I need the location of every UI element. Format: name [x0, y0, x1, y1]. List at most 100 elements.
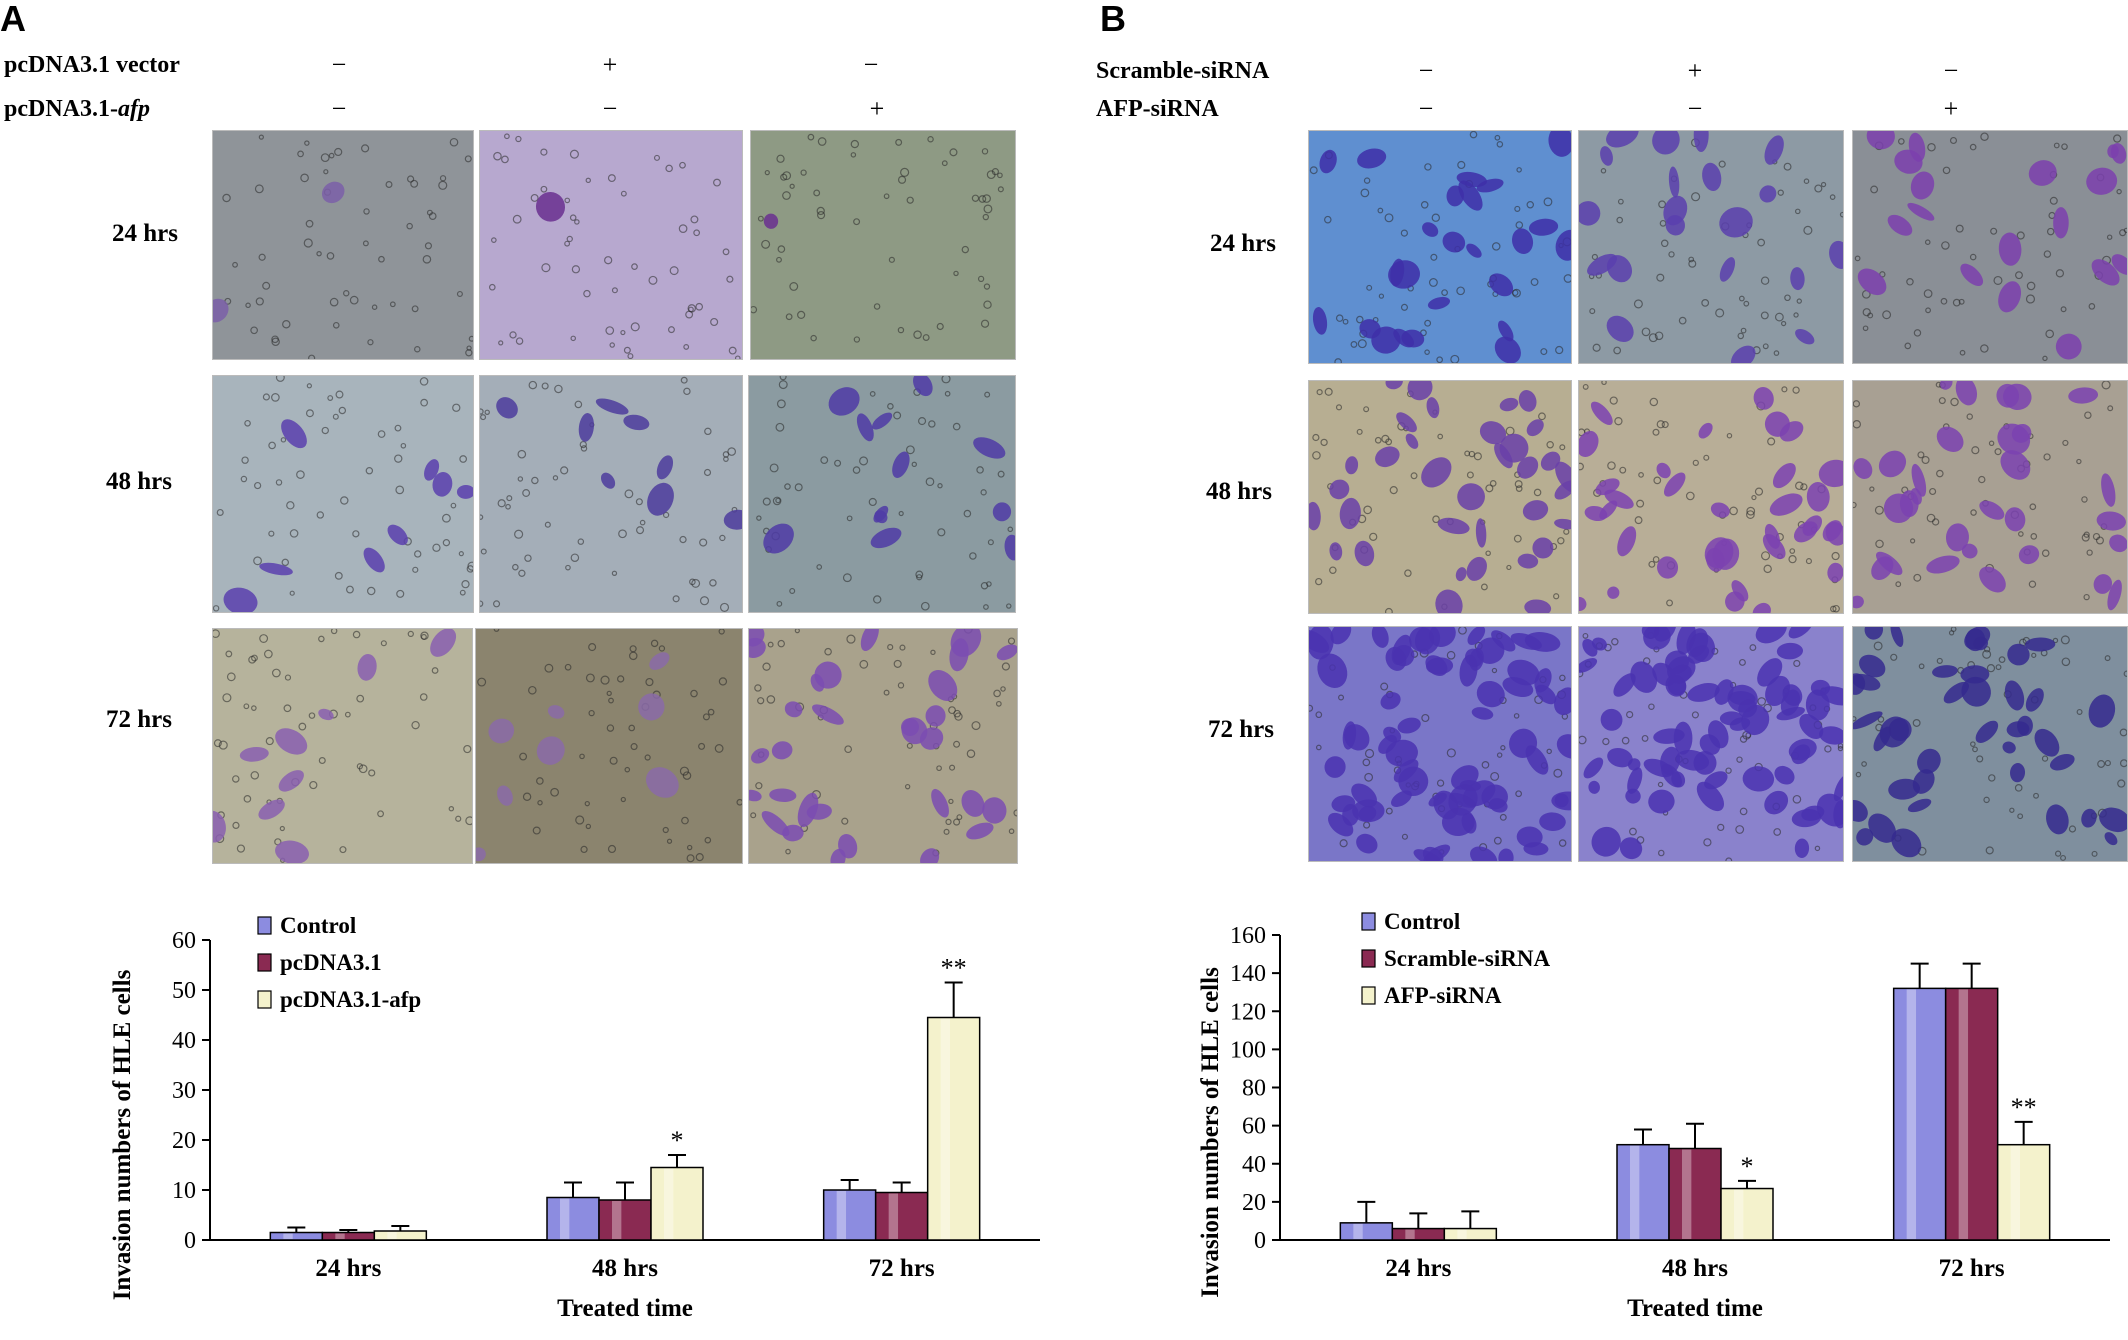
micrograph-image [1579, 131, 1843, 363]
micrograph [750, 130, 1016, 360]
bar [1391, 1227, 1446, 1241]
y-tick-label: 50 [172, 978, 196, 1004]
y-tick-label: 40 [1242, 1152, 1266, 1178]
micrograph [1852, 130, 2128, 364]
micrograph-image [480, 376, 742, 612]
micrograph [1852, 380, 2128, 614]
sign: + [602, 50, 618, 79]
legend-label: pcDNA3.1-afp [280, 987, 421, 1012]
significance-mark: * [671, 1126, 684, 1155]
micrograph [475, 628, 743, 864]
panel-letter: B [1100, 0, 1126, 39]
sign: + [869, 94, 885, 123]
legend-swatch [1361, 949, 1376, 968]
bar [1944, 987, 1999, 1241]
row-label-72: 72 hrs [1208, 716, 1274, 743]
micrograph [479, 375, 743, 613]
bar-highlight [1906, 989, 1917, 1239]
micrograph [1308, 130, 1572, 364]
y-tick-label: 0 [1254, 1228, 1266, 1254]
y-tick-label: 60 [1242, 1114, 1266, 1140]
sign: − [331, 94, 347, 123]
bar-highlight [1734, 1189, 1744, 1239]
bar-highlight [1353, 1223, 1363, 1239]
bar [650, 1166, 704, 1241]
panel-a: A pcDNA3.1 vector pcDNA3.1-afp − + − − −… [0, 0, 1060, 1337]
bar [1339, 1222, 1394, 1241]
micrograph [1308, 380, 1572, 614]
bar-highlight [888, 1193, 899, 1239]
legend-swatch [257, 916, 272, 935]
bar-highlight [940, 1018, 951, 1239]
legend-label: Control [280, 913, 356, 938]
condition-label-afp-sirna: AFP-siRNA [1096, 96, 1219, 122]
micrograph-image [1579, 627, 1843, 861]
y-tick-label: 160 [1230, 923, 1266, 949]
bar [1668, 1147, 1722, 1241]
condition-label-afp: pcDNA3.1-afp [4, 96, 150, 122]
legend-label: pcDNA3.1 [280, 950, 382, 975]
bar-highlight [1682, 1149, 1692, 1239]
legend-label: Control [1384, 909, 1460, 934]
y-tick-label: 60 [172, 928, 196, 954]
micrograph-image [213, 629, 472, 863]
y-tick-label: 10 [172, 1178, 196, 1204]
sign: − [602, 94, 618, 123]
legend-label: AFP-siRNA [1384, 983, 1502, 1008]
y-tick-label: 20 [1242, 1190, 1266, 1216]
sign: − [1418, 56, 1434, 85]
micrograph [1852, 626, 2128, 862]
bar [1720, 1187, 1774, 1241]
micrograph-image [480, 131, 742, 359]
y-tick-label: 120 [1230, 999, 1266, 1025]
panel-b: B Scramble-siRNA AFP-siRNA − + − − − + 2… [1080, 0, 2128, 1337]
bar [373, 1230, 428, 1241]
row-label-24: 24 hrs [1210, 230, 1276, 257]
x-tick-label: 48 hrs [1662, 1255, 1728, 1282]
legend-swatch [257, 990, 272, 1009]
legend-swatch [1361, 986, 1376, 1005]
row-label-48: 48 hrs [106, 468, 172, 495]
sign: − [1687, 94, 1703, 123]
bar-highlight [560, 1198, 570, 1239]
bar [1996, 1143, 2051, 1241]
y-tick-label: 0 [184, 1228, 196, 1254]
chart-svg: 0 10 20 30 40 50 60 24 hrs * 48 hrs ** 72 hrs Treate… [109, 913, 1040, 1322]
micrograph-image [1853, 131, 2127, 363]
bar [269, 1231, 324, 1241]
y-tick-label: 80 [1242, 1076, 1266, 1102]
x-axis-label: Treated time [557, 1295, 693, 1322]
bar-highlight [1457, 1229, 1467, 1239]
row-label-48: 48 hrs [1206, 478, 1272, 505]
bar-highlight [664, 1168, 674, 1239]
micrograph-image [749, 629, 1017, 863]
sign: + [1943, 94, 1959, 123]
condition-label-scramble: Scramble-siRNA [1096, 58, 1270, 84]
micrograph-image [1853, 627, 2127, 861]
micrograph [1578, 380, 1844, 614]
micrograph-image [213, 376, 473, 612]
micrograph-image [1309, 381, 1571, 613]
bar [546, 1196, 600, 1241]
micrograph [1578, 626, 1844, 862]
sign: + [1687, 56, 1703, 85]
bar [598, 1199, 652, 1241]
x-tick-label: 48 hrs [592, 1255, 658, 1282]
bar-highlight [1958, 989, 1969, 1239]
row-label-24: 24 hrs [112, 220, 178, 247]
legend-swatch [1361, 912, 1376, 931]
x-axis-label: Treated time [1627, 1295, 1763, 1322]
bar-chart-a: 0 10 20 30 40 50 60 24 hrs * 48 hrs ** 72 hrs Treate… [100, 895, 1050, 1335]
micrograph [748, 375, 1016, 613]
micrograph [212, 130, 474, 360]
panel-letter: A [0, 0, 26, 39]
micrograph-image [1309, 627, 1571, 861]
y-axis-label: Invasion numbers of HLE cells [1197, 967, 1224, 1298]
micrograph [748, 628, 1018, 864]
micrograph-image [213, 131, 473, 359]
legend-swatch [257, 953, 272, 972]
bar-highlight [612, 1201, 622, 1239]
micrograph-image [1309, 131, 1571, 363]
sign: − [863, 50, 879, 79]
bar-highlight [387, 1232, 397, 1239]
